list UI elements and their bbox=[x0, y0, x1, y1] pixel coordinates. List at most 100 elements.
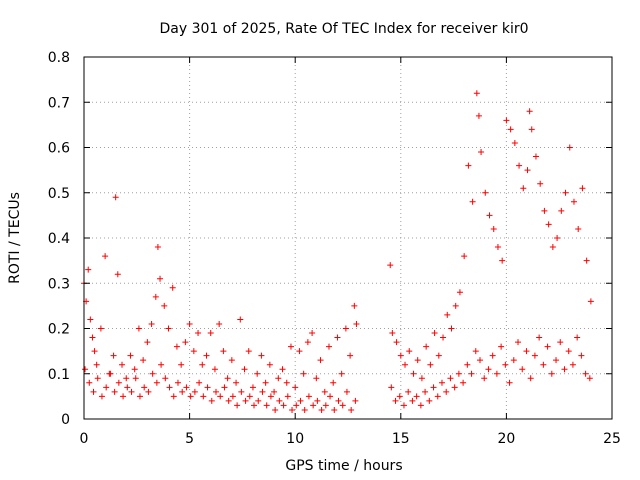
data-point bbox=[141, 384, 148, 391]
data-point bbox=[301, 406, 308, 413]
data-point bbox=[481, 375, 488, 382]
data-point bbox=[387, 262, 394, 269]
data-point bbox=[314, 397, 321, 404]
data-point bbox=[498, 343, 505, 350]
data-point bbox=[94, 375, 101, 382]
data-point bbox=[91, 348, 98, 355]
data-point bbox=[490, 225, 497, 232]
data-point bbox=[111, 388, 118, 395]
data-point bbox=[414, 357, 421, 364]
data-point bbox=[203, 352, 210, 359]
data-point bbox=[128, 388, 135, 395]
data-point bbox=[342, 325, 349, 332]
data-point bbox=[438, 379, 445, 386]
data-point bbox=[183, 384, 190, 391]
data-point bbox=[304, 339, 311, 346]
y-tick-label: 0.2 bbox=[48, 322, 70, 338]
data-point bbox=[499, 257, 506, 264]
data-point bbox=[431, 330, 438, 337]
data-point bbox=[123, 375, 130, 382]
y-axis-label: ROTI / TECUs bbox=[7, 192, 23, 284]
data-point bbox=[103, 384, 110, 391]
data-point bbox=[110, 352, 117, 359]
data-point bbox=[178, 361, 185, 368]
data-point bbox=[413, 393, 420, 400]
data-point bbox=[242, 397, 249, 404]
data-point bbox=[98, 393, 105, 400]
y-tick-label: 0.6 bbox=[48, 141, 70, 157]
data-point bbox=[402, 361, 409, 368]
data-point bbox=[234, 402, 241, 409]
data-point bbox=[582, 370, 589, 377]
data-point bbox=[249, 384, 256, 391]
data-point bbox=[229, 393, 236, 400]
data-point bbox=[351, 302, 358, 309]
data-point bbox=[418, 375, 425, 382]
x-tick-label: 0 bbox=[80, 431, 89, 447]
data-point bbox=[410, 370, 417, 377]
data-point bbox=[507, 126, 514, 133]
data-point bbox=[448, 325, 455, 332]
data-point bbox=[152, 293, 159, 300]
data-point bbox=[554, 235, 561, 241]
data-point bbox=[444, 311, 451, 318]
data-point bbox=[258, 352, 265, 359]
data-point bbox=[443, 388, 450, 395]
data-point bbox=[241, 366, 248, 373]
data-point bbox=[238, 388, 245, 395]
data-point bbox=[549, 244, 556, 251]
data-point bbox=[477, 357, 483, 364]
data-point bbox=[557, 339, 564, 346]
data-point bbox=[220, 348, 227, 355]
data-point bbox=[409, 397, 416, 404]
data-point bbox=[136, 393, 143, 400]
data-point bbox=[494, 244, 501, 251]
data-point bbox=[553, 357, 560, 364]
data-point bbox=[254, 370, 261, 377]
data-point bbox=[135, 325, 142, 332]
data-point bbox=[503, 117, 510, 124]
data-point bbox=[558, 207, 565, 214]
data-point bbox=[161, 302, 168, 309]
data-point bbox=[87, 316, 94, 323]
data-point bbox=[158, 361, 165, 368]
data-point bbox=[523, 348, 530, 355]
data-point bbox=[255, 397, 262, 404]
y-tick-label: 0.3 bbox=[48, 276, 70, 292]
data-point bbox=[162, 375, 169, 382]
data-point bbox=[405, 388, 412, 395]
axis-ticks bbox=[83, 56, 613, 420]
data-point bbox=[460, 379, 467, 386]
data-point bbox=[461, 253, 468, 260]
y-tick-label: 0 bbox=[61, 412, 70, 428]
x-tick-label: 20 bbox=[497, 431, 515, 447]
data-point bbox=[452, 302, 459, 309]
data-point bbox=[127, 352, 134, 359]
data-point bbox=[417, 402, 424, 409]
data-point bbox=[149, 370, 156, 377]
data-point bbox=[225, 397, 232, 404]
x-tick-label: 5 bbox=[185, 431, 194, 447]
data-point bbox=[506, 379, 513, 386]
data-point bbox=[228, 357, 235, 364]
data-point bbox=[271, 388, 278, 395]
data-point bbox=[527, 375, 534, 382]
data-point bbox=[338, 370, 345, 377]
data-point bbox=[447, 375, 454, 382]
x-tick-label: 10 bbox=[286, 431, 304, 447]
data-point bbox=[587, 298, 594, 305]
data-point bbox=[85, 266, 92, 273]
data-point bbox=[93, 361, 100, 368]
data-point bbox=[561, 366, 568, 373]
data-point bbox=[468, 370, 475, 377]
data-point bbox=[120, 393, 127, 400]
data-point bbox=[541, 207, 548, 214]
data-point bbox=[566, 144, 573, 151]
data-point bbox=[569, 361, 576, 368]
data-point bbox=[478, 149, 485, 156]
data-point bbox=[119, 361, 126, 368]
data-point bbox=[170, 393, 177, 400]
y-tick-label: 0.5 bbox=[48, 186, 70, 202]
data-point bbox=[472, 348, 479, 355]
